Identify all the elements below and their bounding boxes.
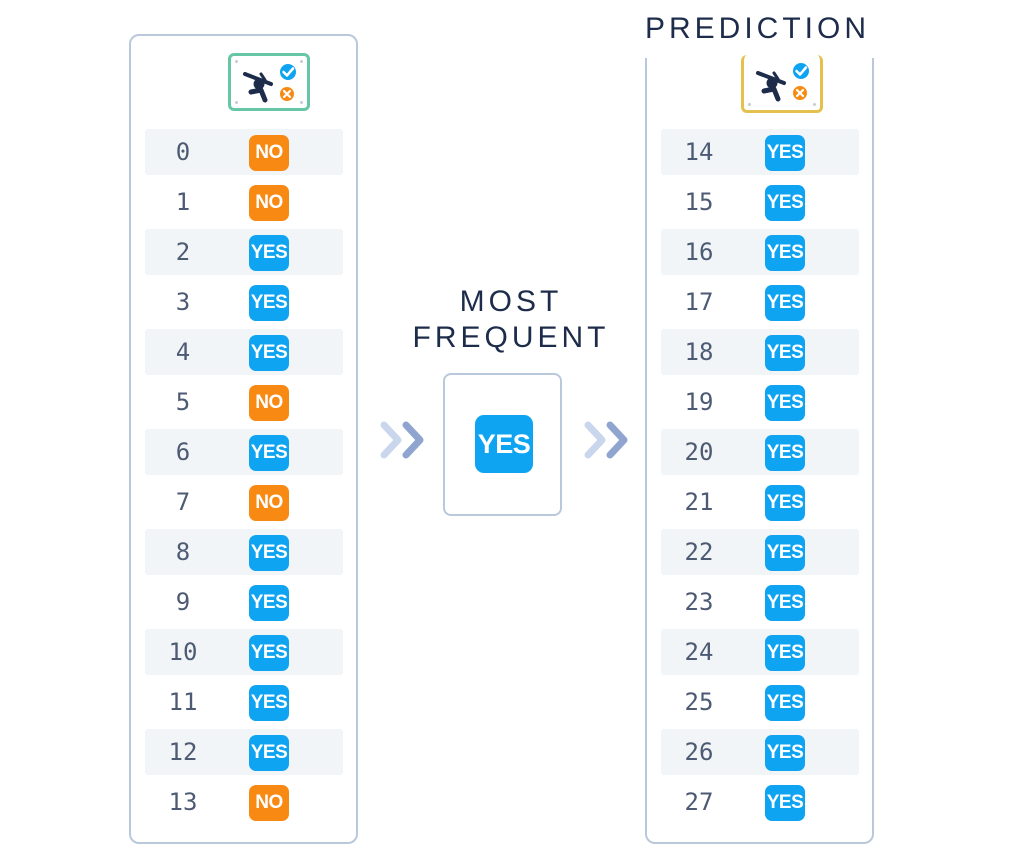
row-index: 25: [684, 688, 714, 716]
table-row: 11 YES: [145, 679, 343, 725]
yes-badge: YES: [765, 385, 805, 421]
row-index: 11: [168, 688, 198, 716]
table-row: 7 NO: [145, 479, 343, 525]
table-row: 14 YES: [661, 129, 859, 175]
no-badge: NO: [249, 185, 289, 221]
table-row: 18 YES: [661, 329, 859, 375]
table-row: 3 YES: [145, 279, 343, 325]
yes-badge: YES: [249, 435, 289, 471]
row-index: 24: [684, 638, 714, 666]
row-index: 0: [175, 138, 191, 166]
most-frequent-title: MOST FREQUENT: [400, 284, 622, 356]
table-row: 13 NO: [145, 779, 343, 825]
row-index: 3: [175, 288, 191, 316]
table-row: 0 NO: [145, 129, 343, 175]
yes-badge: YES: [765, 785, 805, 821]
row-index: 26: [684, 738, 714, 766]
row-index: 27: [684, 788, 714, 816]
most-frequent-badge: YES: [475, 415, 533, 473]
double-chevron-right-icon: [380, 421, 424, 459]
yes-badge: YES: [765, 735, 805, 771]
yes-badge: YES: [765, 135, 805, 171]
table-row: 10 YES: [145, 629, 343, 675]
table-row: 6 YES: [145, 429, 343, 475]
yes-badge: YES: [765, 335, 805, 371]
row-index: 17: [684, 288, 714, 316]
prediction-title: PREDICTION: [645, 12, 871, 45]
no-badge: NO: [249, 135, 289, 171]
table-row: 20 YES: [661, 429, 859, 475]
yes-badge: YES: [765, 285, 805, 321]
row-index: 23: [684, 588, 714, 616]
double-chevron-right-icon: [584, 421, 628, 459]
table-row: 27 YES: [661, 779, 859, 825]
table-row: 22 YES: [661, 529, 859, 575]
most-frequent-box: YES: [443, 373, 562, 516]
table-row: 24 YES: [661, 629, 859, 675]
table-row: 2 YES: [145, 229, 343, 275]
yes-badge: YES: [249, 335, 289, 371]
row-index: 6: [175, 438, 191, 466]
table-row: 17 YES: [661, 279, 859, 325]
yes-badge: YES: [765, 535, 805, 571]
table-row: 5 NO: [145, 379, 343, 425]
table-row: 23 YES: [661, 579, 859, 625]
row-index: 15: [684, 188, 714, 216]
table-row: 15 YES: [661, 179, 859, 225]
golf-decision-icon: [756, 61, 811, 102]
yes-badge: YES: [249, 585, 289, 621]
row-index: 20: [684, 438, 714, 466]
input-column-header: [228, 53, 310, 111]
row-index: 14: [684, 138, 714, 166]
table-row: 19 YES: [661, 379, 859, 425]
row-index: 8: [175, 538, 191, 566]
yes-badge: YES: [765, 585, 805, 621]
row-index: 12: [168, 738, 198, 766]
yes-badge: YES: [765, 635, 805, 671]
no-badge: NO: [249, 385, 289, 421]
output-column-header: [741, 55, 823, 113]
table-row: 8 YES: [145, 529, 343, 575]
no-badge: NO: [249, 485, 289, 521]
prediction-rows: 14 YES 15 YES 16 YES 17 YES 18 YES 19 YES 20 YES 21 YES…: [661, 129, 859, 829]
table-row: 26 YES: [661, 729, 859, 775]
golf-decision-icon: [243, 62, 298, 103]
yes-badge: YES: [249, 685, 289, 721]
row-index: 18: [684, 338, 714, 366]
training-rows: 0 NO 1 NO 2 YES 3 YES 4 YES 5 NO 6 YES 7 NO 8 YES 9 YES 10 YE…: [145, 129, 343, 829]
row-index: 5: [175, 388, 191, 416]
yes-badge: YES: [765, 185, 805, 221]
row-index: 1: [175, 188, 191, 216]
yes-badge: YES: [765, 485, 805, 521]
table-row: 16 YES: [661, 229, 859, 275]
yes-badge: YES: [249, 735, 289, 771]
row-index: 16: [684, 238, 714, 266]
table-row: 21 YES: [661, 479, 859, 525]
row-index: 21: [684, 488, 714, 516]
table-row: 25 YES: [661, 679, 859, 725]
most-frequent-title-line1: MOST: [459, 285, 563, 318]
yes-badge: YES: [765, 435, 805, 471]
row-index: 10: [168, 638, 198, 666]
yes-badge: YES: [249, 535, 289, 571]
table-row: 4 YES: [145, 329, 343, 375]
row-index: 19: [684, 388, 714, 416]
table-row: 1 NO: [145, 179, 343, 225]
yes-badge: YES: [249, 235, 289, 271]
most-frequent-title-line2: FREQUENT: [412, 321, 610, 354]
yes-badge: YES: [249, 285, 289, 321]
row-index: 4: [175, 338, 191, 366]
row-index: 13: [168, 788, 198, 816]
yes-badge: YES: [765, 685, 805, 721]
table-row: 9 YES: [145, 579, 343, 625]
no-badge: NO: [249, 785, 289, 821]
row-index: 2: [175, 238, 191, 266]
yes-badge: YES: [765, 235, 805, 271]
table-row: 12 YES: [145, 729, 343, 775]
row-index: 7: [175, 488, 191, 516]
yes-badge: YES: [249, 635, 289, 671]
row-index: 22: [684, 538, 714, 566]
row-index: 9: [175, 588, 191, 616]
